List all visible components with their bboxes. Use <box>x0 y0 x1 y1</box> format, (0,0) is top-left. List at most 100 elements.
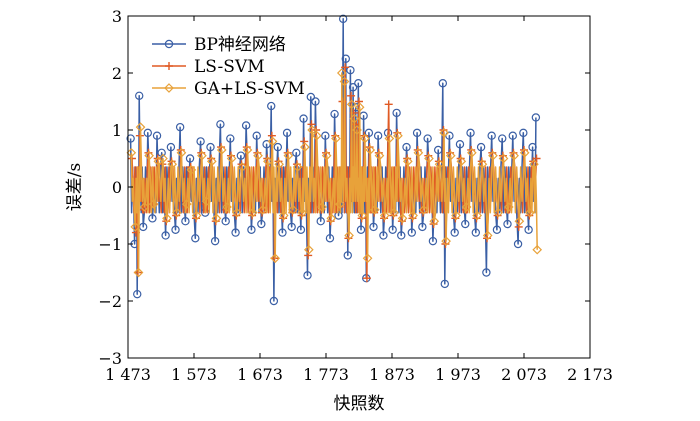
series-1-point <box>369 222 378 232</box>
x-tick-label: 1 673 <box>237 365 283 384</box>
series-3-point <box>303 244 314 255</box>
series-1-point <box>262 140 271 149</box>
series-3-point <box>346 99 357 110</box>
legend-label: BP神经网络 <box>194 35 286 55</box>
series-3-point <box>191 210 202 221</box>
series-3-point <box>162 213 172 224</box>
series-1-point <box>373 131 383 140</box>
series-1-point <box>492 225 502 234</box>
series-3-point <box>326 213 337 224</box>
series-1 <box>126 14 541 306</box>
series-3-point <box>331 133 341 144</box>
series-1-point <box>513 239 523 249</box>
series-1-point <box>412 128 422 138</box>
legend-marker <box>164 39 174 49</box>
series-1-point <box>356 225 366 234</box>
series-1-point <box>428 236 438 246</box>
series-1-point <box>206 142 215 152</box>
series-3-point <box>514 216 525 227</box>
series-3-point <box>503 202 514 212</box>
series-1-point <box>325 234 335 243</box>
series-3-point <box>472 210 482 221</box>
series-1-point <box>388 225 397 234</box>
series-3-point <box>226 153 237 164</box>
series-3-point <box>139 202 150 212</box>
y-tick-label: −2 <box>98 292 122 311</box>
series-1-point <box>257 219 266 229</box>
series-3-point <box>441 236 451 246</box>
series-1-point <box>466 128 475 138</box>
series-3-point <box>384 133 395 144</box>
series-1-point <box>210 236 220 246</box>
x-axis-label: 快照数 <box>334 394 385 414</box>
series-1-point <box>126 134 135 143</box>
legend-label: LS-SVM <box>194 57 265 77</box>
series-1-point <box>287 222 296 232</box>
series-1-point <box>247 225 256 234</box>
series-3-point <box>211 213 222 224</box>
series-3-point <box>297 207 308 218</box>
series-3-point <box>354 102 365 113</box>
series-3-point <box>429 216 440 227</box>
series-3-point <box>181 199 192 209</box>
series-3-point <box>135 122 146 132</box>
series-1-point <box>392 108 401 118</box>
series-1-point <box>321 131 330 140</box>
series-1-point <box>423 134 432 143</box>
series-1-point <box>471 228 481 237</box>
series-3-point <box>488 150 498 161</box>
series-3-point <box>263 156 273 167</box>
series-1-point <box>348 83 358 92</box>
series-3-point <box>237 162 248 172</box>
series-3-point <box>253 150 263 161</box>
series-3-point <box>278 210 289 221</box>
series-1-point <box>273 142 283 152</box>
legend-item-3[interactable]: GA+LS-SVM <box>152 79 305 99</box>
series-2-point <box>384 100 393 109</box>
x-tick-label: 1 773 <box>303 365 349 384</box>
series-1-point <box>476 142 486 152</box>
series-1-point <box>181 216 190 226</box>
legend-marker <box>165 62 173 70</box>
series-1-point <box>528 142 537 152</box>
series-1-point <box>311 97 320 106</box>
series-3-point <box>247 207 258 218</box>
series-1-point <box>379 231 388 240</box>
series-1-point <box>498 134 507 143</box>
legend-label: GA+LS-SVM <box>194 79 305 99</box>
series-3-point <box>461 202 472 212</box>
series-1-point <box>402 142 411 152</box>
series-1-point <box>397 231 406 240</box>
y-tick-label: 0 <box>112 178 122 197</box>
series-3-point <box>206 156 217 167</box>
series-3-point <box>467 147 477 158</box>
series-3-point <box>186 165 197 175</box>
series-1-point <box>341 54 350 63</box>
series-3-point <box>321 150 332 161</box>
series-1-point <box>133 289 142 299</box>
series-1-point <box>166 142 176 152</box>
series-1-point <box>438 79 448 88</box>
y-tick-label: 2 <box>112 64 122 83</box>
series-3-point <box>477 159 488 170</box>
series-1-point <box>461 219 470 229</box>
series-1-point <box>455 140 465 149</box>
series-3-point <box>493 207 504 218</box>
y-tick-label: −1 <box>98 235 122 254</box>
series-3-point <box>352 125 362 135</box>
series-1-point <box>296 225 306 234</box>
x-tick-label: 1 873 <box>369 365 415 384</box>
legend-item-2[interactable]: LS-SVM <box>152 57 265 77</box>
series-1-point <box>508 131 517 140</box>
series-3-point <box>445 150 456 161</box>
series-3-point <box>167 159 178 170</box>
series-3-point <box>267 136 278 147</box>
legend-item-1[interactable]: BP神经网络 <box>152 35 286 55</box>
series-1-point <box>482 268 491 277</box>
y-tick-label: 3 <box>112 7 122 26</box>
series-3-point <box>270 253 281 264</box>
series-3-point <box>311 130 322 141</box>
series-3-point <box>288 204 298 215</box>
series-3-point <box>317 202 327 212</box>
